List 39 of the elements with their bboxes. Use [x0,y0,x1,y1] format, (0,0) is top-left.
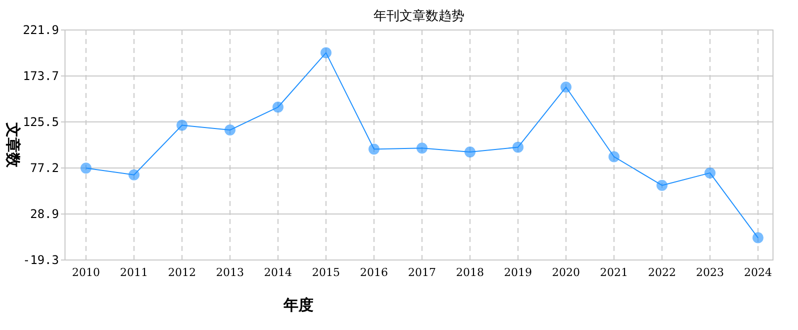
x-tick-label: 2014 [264,266,292,279]
point [608,151,620,162]
x-tick-label: 2024 [744,266,772,279]
x-tick-label: 2017 [408,266,436,279]
x-tick-label: 2010 [72,266,100,279]
point [320,47,332,58]
point [176,120,188,131]
y-tick-label: -19.3 [22,253,59,267]
x-tick-label: 2018 [456,266,484,279]
x-axis-title: 年度 [282,296,314,314]
x-tick-label: 2020 [552,266,580,279]
point [128,169,140,180]
point [560,82,572,93]
point [752,232,764,244]
x-tick-label: 2015 [312,266,340,279]
y-tick-label: 221.9 [22,23,59,37]
point [656,180,668,191]
y-tick-label: 173.7 [22,68,59,83]
x-tick-label: 2012 [168,266,196,279]
point [80,162,92,174]
x-tick-label: 2016 [360,266,388,279]
x-tick-label: 2011 [120,266,148,279]
chart-title: 年刊文章数趋势 [374,9,464,24]
y-axis-title: 文章数 [4,122,22,168]
point [224,124,236,136]
point [416,142,428,154]
point [512,142,524,153]
x-tick-label: 2023 [696,266,724,279]
y-tick-label: 28.9 [30,207,59,222]
y-tick-label: 125.5 [22,114,59,129]
point [704,167,716,178]
point [464,146,476,158]
point [368,144,380,155]
x-tick-label: 2019 [504,266,532,279]
point [272,102,284,113]
x-tick-label: 2022 [648,266,676,279]
y-tick-label: 77.2 [30,160,59,175]
x-tick-label: 2013 [216,266,244,279]
x-tick-label: 2021 [600,266,628,279]
